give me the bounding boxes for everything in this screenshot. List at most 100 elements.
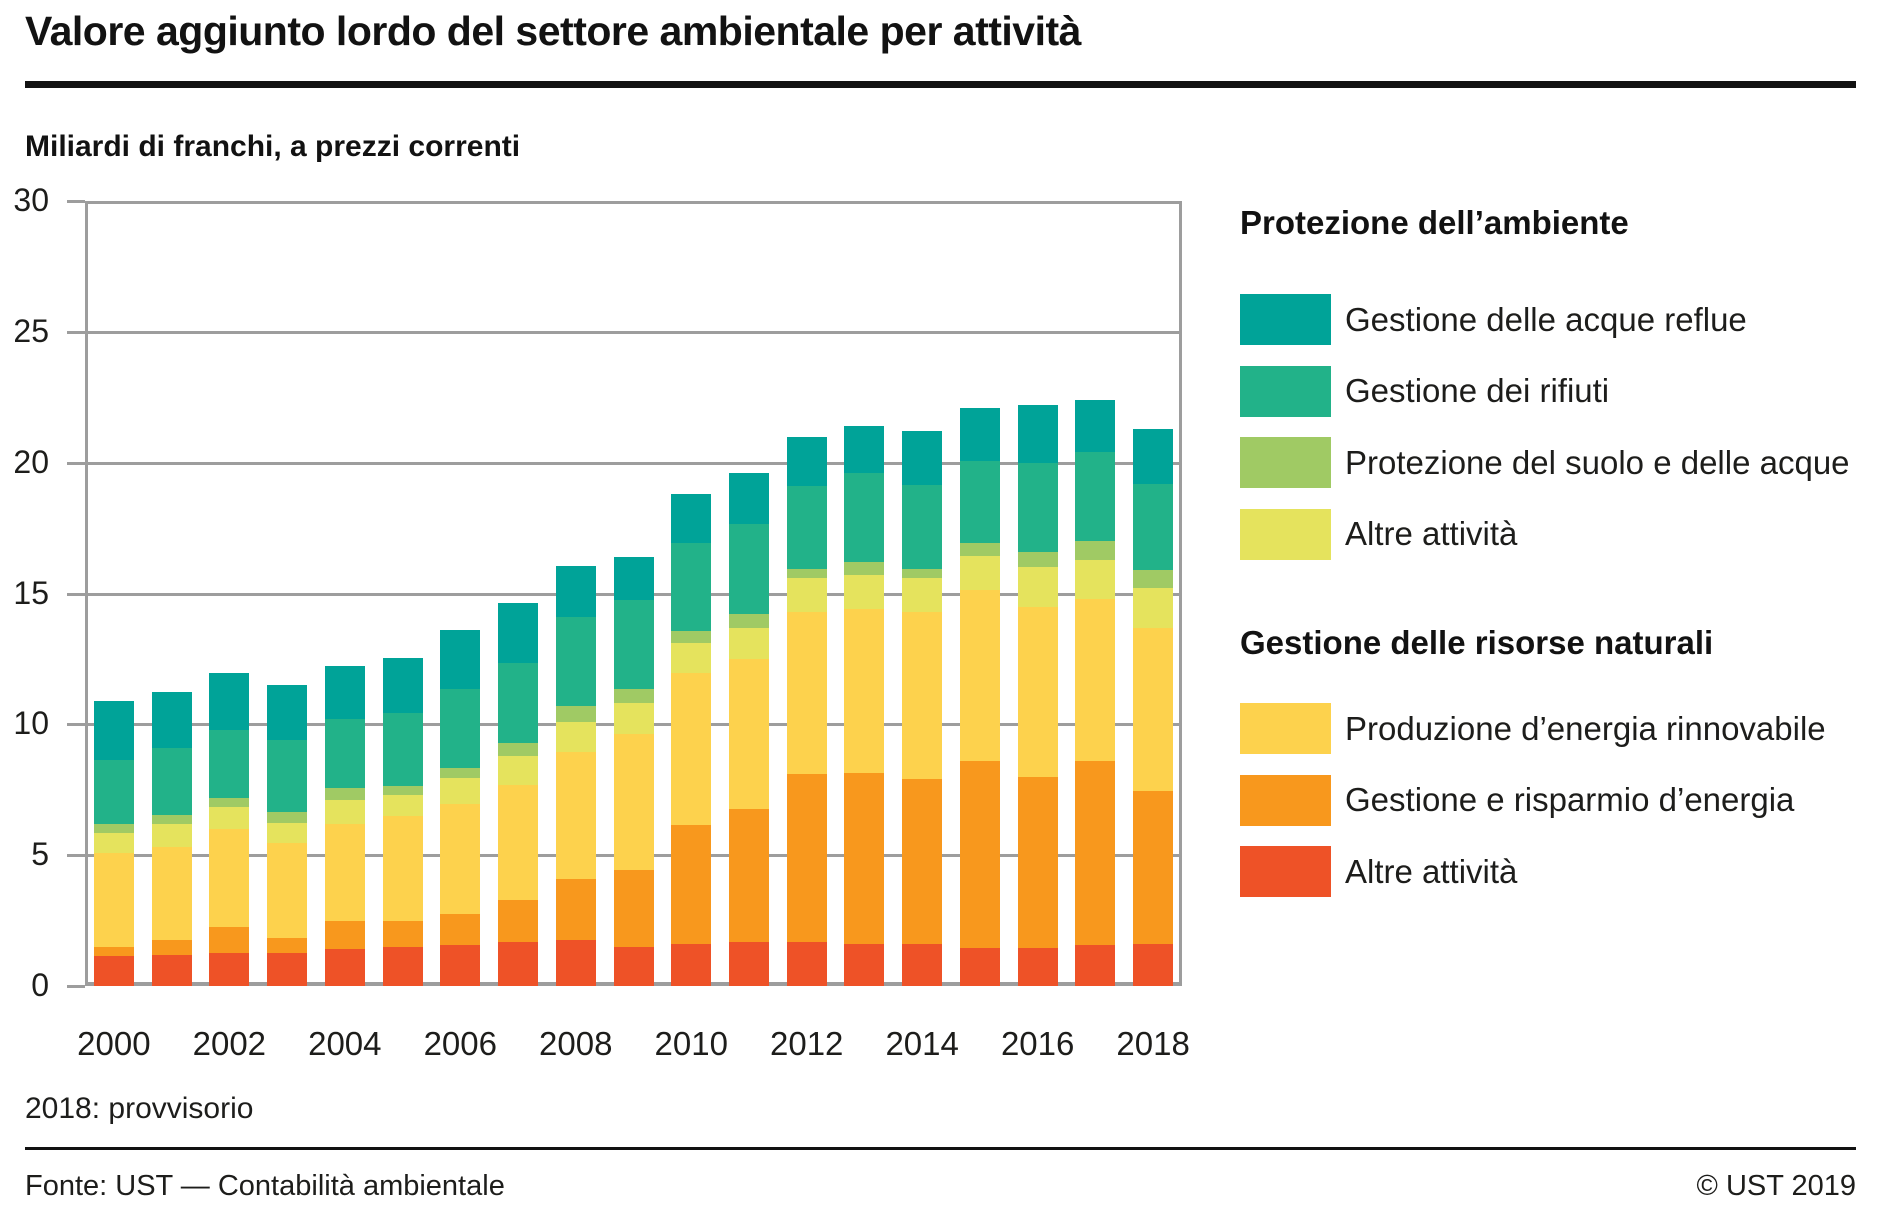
segment-suolo-2013 (844, 562, 885, 576)
segment-altre-risorse-2005 (382, 946, 423, 986)
segment-altre-risorse-2014 (902, 944, 943, 986)
segment-risparmio-2013 (844, 772, 885, 945)
segment-risparmio-2005 (382, 920, 423, 947)
segment-rifiuti-2016 (1017, 462, 1058, 552)
segment-risparmio-2014 (902, 779, 943, 945)
segment-rifiuti-2017 (1075, 452, 1116, 542)
legend-item: Gestione dei rifiuti (1240, 365, 1860, 417)
gridline-25 (85, 330, 1182, 334)
segment-rinnovabile-2015 (959, 589, 1000, 761)
segment-suolo-2004 (324, 788, 365, 801)
segment-rinnovabile-2014 (902, 611, 943, 780)
bar-2007 (498, 602, 539, 986)
y-tick-20 (67, 461, 85, 465)
segment-suolo-2016 (1017, 551, 1058, 568)
segment-rinnovabile-2012 (786, 611, 827, 775)
segment-altre-risorse-2016 (1017, 948, 1058, 986)
legend-item: Gestione delle acque reflue (1240, 294, 1860, 345)
segment-altre-ambiente-2017 (1075, 559, 1116, 599)
segment-altre-ambiente-2008 (555, 721, 596, 752)
segment-rifiuti-2000 (93, 759, 134, 824)
bar-2004 (324, 665, 365, 986)
frame-right (1179, 201, 1182, 986)
segment-rifiuti-2012 (786, 486, 827, 569)
legend-label: Altre attività (1345, 852, 1518, 890)
legend-label: Produzione d’energia rinnovabile (1345, 709, 1826, 747)
bar-2002 (209, 673, 250, 986)
segment-reflue-2010 (671, 494, 712, 543)
segment-rifiuti-2013 (844, 473, 885, 563)
x-tick-label-2018: 2018 (1116, 1025, 1190, 1062)
segment-altre-ambiente-2012 (786, 577, 827, 612)
segment-altre-risorse-2013 (844, 944, 885, 986)
segment-suolo-2014 (902, 568, 943, 578)
axis-unit-label: Miliardi di franchi, a prezzi correnti (25, 130, 521, 163)
segment-altre-risorse-2017 (1075, 945, 1116, 986)
y-tick-label-0: 0 (31, 967, 49, 1003)
segment-rifiuti-2015 (959, 461, 1000, 543)
title-rule (25, 81, 1856, 88)
legend-swatch (1240, 437, 1331, 488)
y-tick-label-15: 15 (13, 574, 49, 611)
bar-2012 (786, 436, 827, 986)
bar-2015 (959, 407, 1000, 986)
segment-rifiuti-2005 (382, 712, 423, 786)
segment-rifiuti-2007 (498, 662, 539, 743)
segment-reflue-2015 (959, 407, 1000, 462)
bar-2018 (1133, 428, 1174, 986)
segment-rinnovabile-2004 (324, 823, 365, 921)
segment-reflue-2003 (267, 685, 308, 741)
gridline-20 (85, 461, 1182, 465)
bar-2008 (555, 566, 596, 986)
bar-2010 (671, 494, 712, 986)
bar-2005 (382, 657, 423, 986)
legend-label: Altre attività (1345, 515, 1518, 552)
chart-title: Valore aggiunto lordo del settore ambien… (25, 8, 1081, 54)
segment-rinnovabile-2008 (555, 751, 596, 879)
segment-altre-ambiente-2004 (324, 800, 365, 824)
segment-altre-risorse-2001 (151, 954, 192, 986)
segment-rinnovabile-2017 (1075, 598, 1116, 761)
segment-rifiuti-2010 (671, 542, 712, 632)
bar-2003 (267, 685, 308, 986)
segment-rifiuti-2001 (151, 747, 192, 815)
y-tick-30 (67, 200, 85, 203)
segment-rinnovabile-2001 (151, 847, 192, 941)
segment-suolo-2002 (209, 797, 250, 807)
segment-risparmio-2015 (959, 760, 1000, 949)
bar-2011 (728, 473, 769, 986)
x-tick-label-2016: 2016 (1000, 1025, 1075, 1062)
segment-suolo-2017 (1075, 541, 1116, 560)
segment-suolo-2018 (1133, 569, 1174, 589)
segment-reflue-2005 (382, 657, 423, 713)
frame-top (85, 201, 1182, 204)
bar-2013 (844, 426, 885, 986)
segment-reflue-2008 (555, 566, 596, 618)
legend-swatch (1240, 846, 1331, 897)
segment-risparmio-2010 (671, 825, 712, 945)
segment-altre-risorse-2007 (498, 941, 539, 986)
y-tick-label-10: 10 (13, 705, 49, 742)
legend-swatch (1240, 703, 1331, 754)
segment-altre-ambiente-2003 (267, 822, 308, 844)
segment-suolo-2000 (93, 823, 134, 833)
x-tick-label-2010: 2010 (654, 1025, 728, 1062)
segment-reflue-2007 (498, 602, 539, 663)
legend-label: Gestione dei rifiuti (1345, 372, 1610, 409)
segment-rinnovabile-2013 (844, 609, 885, 773)
bar-2001 (151, 691, 192, 986)
footer-rule (25, 1147, 1856, 1150)
segment-rifiuti-2004 (324, 719, 365, 789)
legend-label: Gestione e risparmio d’energia (1345, 781, 1795, 818)
segment-suolo-2009 (613, 689, 654, 704)
segment-altre-ambiente-2014 (902, 577, 943, 612)
segment-rinnovabile-2002 (209, 829, 250, 928)
segment-reflue-2012 (786, 436, 827, 487)
segment-risparmio-2008 (555, 878, 596, 941)
segment-rinnovabile-2016 (1017, 606, 1058, 777)
segment-altre-risorse-2006 (440, 945, 481, 986)
segment-reflue-2004 (324, 665, 365, 720)
segment-altre-ambiente-2002 (209, 806, 250, 830)
segment-rifiuti-2009 (613, 600, 654, 690)
